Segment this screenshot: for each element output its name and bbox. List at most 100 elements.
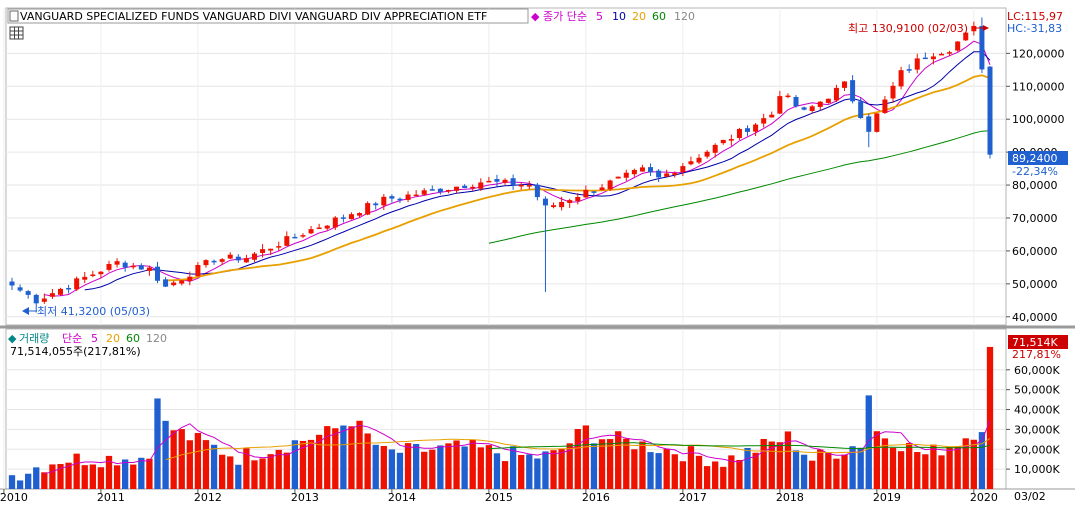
candle-body — [720, 139, 726, 144]
volume-bar — [582, 425, 590, 489]
volume-bar — [526, 454, 533, 489]
candle-body — [858, 101, 864, 119]
x-tick-label: 2018 — [776, 491, 804, 504]
x-last-label: 03/02 — [1014, 490, 1046, 503]
volume-bar — [728, 455, 735, 489]
candle-body — [615, 176, 621, 179]
volume-bar — [954, 446, 961, 489]
volume-ma5-line — [44, 420, 991, 475]
x-tick-label: 2012 — [194, 491, 222, 504]
candle-body — [623, 172, 629, 178]
price-ytick-label: 60,0000 — [1012, 245, 1058, 258]
volume-bar — [744, 447, 751, 489]
volume-bar — [25, 473, 32, 489]
candle-body — [987, 66, 993, 155]
volume-bar — [752, 452, 759, 489]
volume-bar — [606, 439, 614, 489]
candle-body — [736, 128, 742, 139]
candle-body — [712, 144, 718, 153]
candle-body — [745, 128, 751, 132]
candle-body — [9, 281, 15, 286]
candle-body — [381, 196, 387, 206]
title-box — [7, 8, 529, 24]
volume-ma60-line — [488, 442, 991, 450]
volume-bar — [388, 449, 396, 489]
volume-bar — [105, 455, 113, 489]
candle-body — [33, 294, 39, 304]
candle-body — [138, 265, 144, 270]
volume-bar — [736, 460, 743, 489]
volume-bar — [833, 458, 840, 489]
title-box-corner — [9, 10, 19, 22]
high-annotation: 최고 130,9100 (02/03) — [848, 22, 968, 35]
candle-body — [494, 179, 500, 182]
ma20-label[interactable]: 20 — [632, 10, 646, 23]
candle-body — [219, 259, 225, 262]
volume-bar — [631, 449, 638, 489]
x-tick-label: 2010 — [0, 491, 28, 504]
volume-bar — [412, 443, 420, 489]
candle-body — [551, 205, 557, 208]
candle-body — [664, 173, 670, 177]
data-table-icon[interactable] — [9, 26, 24, 40]
candle-body — [179, 280, 185, 284]
candle-body — [607, 180, 613, 190]
candle-body — [793, 96, 799, 107]
volume-bar — [542, 451, 549, 489]
volume-ma5-label[interactable]: 5 — [91, 332, 98, 345]
volume-bar — [477, 447, 484, 489]
volume-bar — [550, 450, 557, 489]
candle-body — [833, 87, 839, 101]
volume-legend-prefix: 거래량 — [19, 332, 49, 345]
volume-ma60-label[interactable]: 60 — [126, 332, 140, 345]
high-arrow-icon — [974, 25, 989, 31]
volume-bar — [130, 464, 137, 489]
candle-body — [284, 236, 290, 246]
current-change-label: -22,34% — [1012, 165, 1058, 178]
ma60-label[interactable]: 60 — [652, 10, 666, 23]
candle-body — [478, 182, 484, 189]
ma10-label[interactable]: 10 — [612, 10, 626, 23]
ma20-line — [165, 74, 991, 282]
candle-body — [163, 279, 169, 287]
volume-bar — [623, 438, 630, 489]
candle-body — [292, 236, 298, 239]
candle-body — [82, 276, 88, 280]
volume-bar — [518, 454, 525, 489]
volume-bar — [461, 446, 468, 489]
volume-bar — [299, 440, 307, 489]
volume-bar — [720, 466, 727, 489]
candle-body — [575, 197, 581, 202]
moving-average-lines — [44, 40, 991, 297]
candle-body — [704, 151, 710, 157]
volume-bar — [315, 434, 323, 489]
x-tick-label: 2020 — [970, 491, 998, 504]
candle-body — [631, 169, 637, 175]
candle-body — [49, 293, 55, 297]
volume-bar — [251, 460, 258, 489]
volume-bar — [978, 432, 986, 489]
candle-body — [842, 81, 848, 88]
volume-bar — [275, 449, 282, 489]
volume-bar — [825, 452, 832, 489]
volume-bar — [574, 429, 581, 489]
candle-body — [753, 124, 759, 132]
volume-ma20-label[interactable]: 20 — [106, 332, 120, 345]
candle-body — [373, 203, 379, 206]
ma120-label[interactable]: 120 — [674, 10, 695, 23]
candle-body — [938, 53, 945, 56]
candle-body — [769, 114, 775, 118]
current-price-label: 89,2400 — [1012, 152, 1058, 165]
volume-bar — [227, 456, 234, 489]
candle-body — [825, 98, 831, 103]
volume-bar — [202, 440, 210, 489]
ma5-label[interactable]: 5 — [596, 10, 603, 23]
volume-bar — [493, 453, 501, 489]
y-axis-ticks: 120,0000110,0000100,000090,000080,000070… — [1006, 47, 1065, 476]
candle-body — [211, 260, 217, 263]
hc-label: HC:-31,83 — [1007, 22, 1062, 35]
volume-ma120-label[interactable]: 120 — [146, 332, 167, 345]
volume-bar — [647, 452, 654, 489]
volume-bar — [332, 428, 339, 489]
volume-bar — [429, 449, 436, 489]
